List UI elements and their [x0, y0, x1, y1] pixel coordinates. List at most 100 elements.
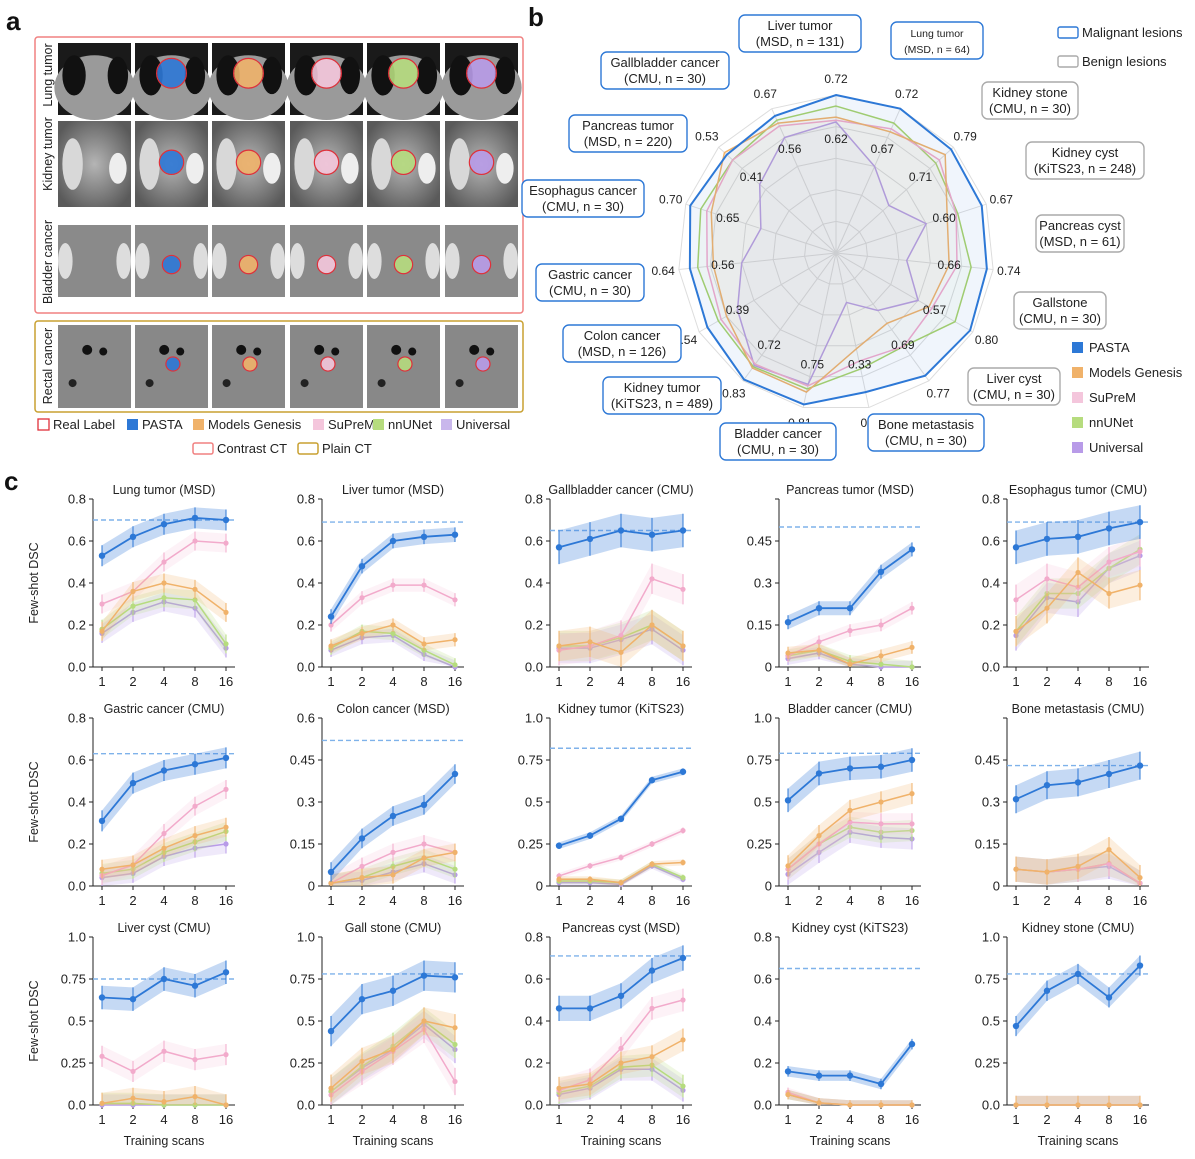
data-point-pasta [1043, 782, 1051, 789]
data-point-suprem [192, 1057, 198, 1063]
data-point-pasta [679, 954, 687, 962]
x-tick-label: 16 [1133, 893, 1147, 908]
legend-label-mg: Models Genesis [208, 417, 302, 432]
y-tick-label: 0.8 [68, 492, 86, 507]
radar-axis-subtitle: (CMU, n = 30) [885, 433, 967, 448]
data-point-pasta [160, 767, 168, 774]
data-point-suprem [1013, 597, 1019, 603]
data-point-pasta [1012, 796, 1020, 803]
data-point-suprem [130, 1068, 136, 1074]
ct-thumbnail [54, 43, 135, 121]
prediction-overlay [394, 255, 413, 274]
data-point-mg [816, 1100, 822, 1106]
data-point-pasta [98, 552, 106, 559]
legend-swatch-mg [193, 419, 204, 430]
x-tick-label: 4 [160, 674, 167, 689]
data-point-suprem [390, 849, 396, 856]
y-tick-label: 0.4 [68, 576, 86, 591]
radar-axis-value: 0.72 [824, 72, 848, 86]
y-axis-label: Few-shot DSC [27, 542, 41, 623]
data-point-nnunet [192, 597, 198, 603]
y-tick-label: 0.75 [61, 972, 86, 987]
radar-spoke [835, 252, 930, 382]
hip-left [212, 243, 227, 279]
data-point-suprem [99, 601, 105, 607]
bowel-gas [68, 379, 77, 388]
y-tick-label: 0.2 [68, 837, 86, 852]
y-tick-label: 0.4 [754, 1014, 772, 1029]
x-tick-label: 1 [784, 1112, 791, 1127]
hip-left [367, 243, 382, 279]
y-tick-label: 0.75 [290, 972, 315, 987]
data-point-mg [816, 647, 822, 653]
ct-thumbnail [367, 225, 441, 297]
data-point-mg [359, 630, 365, 637]
x-tick-label: 8 [1105, 1112, 1112, 1127]
bowel-gas [82, 344, 93, 355]
data-point-mg [878, 653, 884, 659]
data-point-suprem [649, 1005, 655, 1012]
radar-spoke [771, 108, 837, 254]
bowel-gas [99, 347, 108, 356]
ct-thumbnail [58, 121, 131, 207]
prediction-overlay [243, 357, 257, 371]
y-tick-label: 0.4 [68, 795, 86, 810]
radar-grid-ring [709, 126, 963, 378]
x-tick-label: 1 [784, 674, 791, 689]
radar-inner-value: 0.56 [778, 142, 802, 156]
bone [496, 152, 514, 184]
x-tick-label: 1 [98, 1112, 105, 1127]
data-point-mg [1013, 628, 1019, 634]
radar-axis-label-box: Gallbladder cancer(CMU, n = 30) [600, 51, 730, 90]
y-tick-label: 0.8 [525, 930, 543, 945]
radar-axis-value: 0.67 [990, 192, 1014, 206]
x-tick-label: 16 [219, 674, 233, 689]
prediction-overlay [317, 255, 336, 274]
data-point-mg [421, 1018, 427, 1024]
radar-axis-title: Bone metastasis [878, 417, 975, 432]
real-label-contour [388, 57, 420, 89]
x-tick-label: 1 [555, 893, 562, 908]
data-point-nnunet [878, 661, 884, 667]
label-box [535, 263, 645, 302]
label-box [1035, 214, 1125, 253]
radar-axis-label-box: Pancreas cyst(MSD, n = 61) [1035, 214, 1125, 253]
radar-axis-title: Gallstone [1033, 295, 1088, 310]
data-point-pasta [784, 1068, 792, 1075]
data-point-pasta [555, 842, 563, 849]
radar-axis-title: Kidney tumor [624, 380, 701, 395]
bowel-gas [314, 344, 325, 355]
x-tick-label: 2 [815, 893, 822, 908]
kidney [449, 138, 470, 190]
x-tick-label: 16 [676, 893, 690, 908]
data-point-mg [99, 866, 105, 872]
data-point-suprem [223, 1052, 229, 1058]
data-point-nnunet [680, 875, 686, 881]
x-tick-label: 2 [129, 893, 136, 908]
x-tick-label: 16 [219, 893, 233, 908]
y-tick-label: 0.2 [297, 618, 315, 633]
prediction-overlay [157, 58, 186, 88]
data-point-pasta [617, 815, 625, 822]
data-point-mg [421, 641, 427, 647]
y-tick-label: 0.5 [525, 795, 543, 810]
lung-left [371, 55, 395, 96]
x-tick-label: 8 [420, 1112, 427, 1127]
x-tick-label: 2 [1043, 893, 1050, 908]
data-point-mg [785, 1091, 791, 1098]
x-tick-label: 1 [1012, 1112, 1019, 1127]
data-point-mg [161, 580, 167, 586]
row-label-lung: Lung tumor [41, 43, 55, 106]
data-point-mg [99, 1100, 105, 1106]
data-point-pasta [98, 817, 106, 825]
x-tick-label: 8 [648, 674, 655, 689]
radar-axis-value: 0.77 [926, 387, 950, 401]
panel-title: Gastric cancer (CMU) [104, 702, 225, 716]
radar-axis-title: Kidney cyst [1052, 145, 1119, 160]
data-point-pasta [617, 992, 625, 999]
radar-axis-title: Liver tumor [767, 18, 833, 33]
radar-grid-ring [678, 94, 994, 409]
data-point-mg [452, 637, 458, 643]
lung-left [62, 55, 86, 96]
data-point-pasta [648, 967, 656, 974]
